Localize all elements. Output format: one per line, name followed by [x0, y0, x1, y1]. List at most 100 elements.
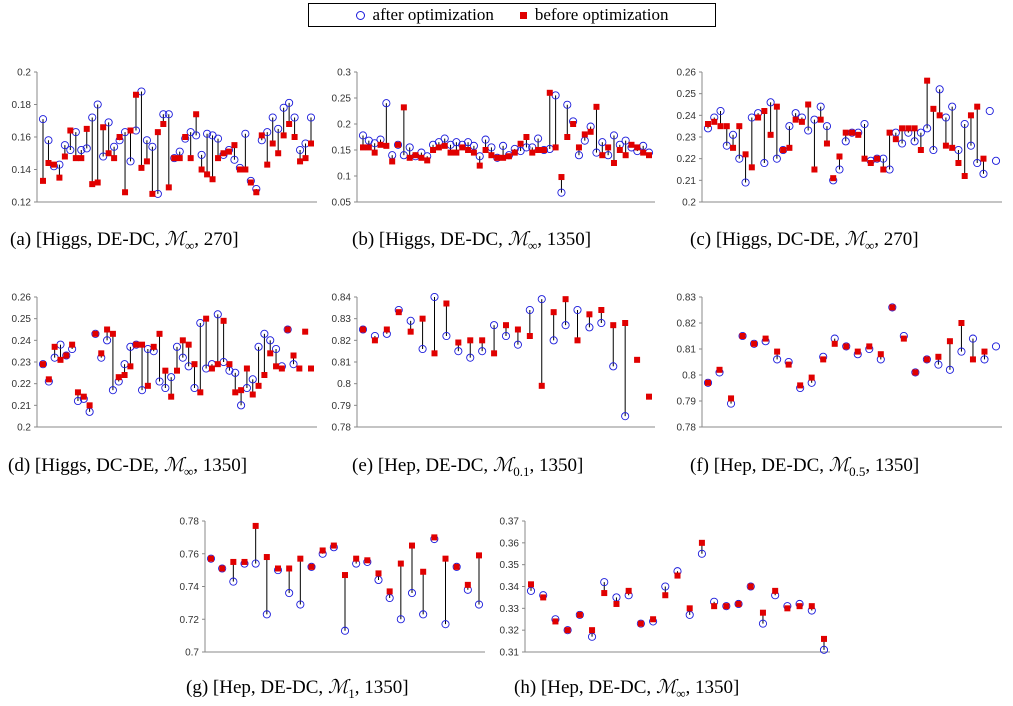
after-point	[285, 589, 294, 598]
before-point	[258, 132, 265, 139]
y-tick-label: 0.25	[12, 314, 32, 325]
after-point	[260, 329, 269, 338]
before-point	[464, 581, 471, 588]
before-point	[523, 134, 530, 140]
before-point	[686, 605, 693, 612]
before-point	[900, 335, 907, 342]
after-point	[167, 373, 176, 382]
after-point	[557, 188, 566, 197]
before-point	[273, 363, 280, 370]
after-point	[728, 130, 738, 139]
after-point	[440, 134, 449, 143]
after-point	[237, 401, 246, 410]
before-point	[634, 356, 641, 363]
after-point	[274, 124, 283, 133]
y-tick-label: 0.05	[332, 198, 352, 209]
before-point	[586, 311, 593, 318]
circle-marker-icon	[355, 10, 365, 20]
after-point	[213, 134, 223, 143]
after-point	[501, 331, 511, 341]
before-point	[605, 144, 612, 151]
after-point	[418, 344, 427, 354]
after-point	[935, 85, 944, 94]
before-point	[377, 141, 384, 148]
y-tick-label: 0.26	[12, 293, 32, 304]
before-point	[383, 142, 390, 149]
after-point	[263, 128, 272, 137]
before-point	[302, 155, 309, 162]
after-point	[126, 157, 135, 166]
after-point	[155, 377, 164, 386]
before-point	[83, 125, 90, 132]
before-point	[465, 147, 472, 153]
before-point	[637, 620, 644, 627]
before-point	[45, 376, 52, 383]
before-point	[517, 140, 524, 147]
before-point	[470, 149, 477, 156]
after-point	[419, 610, 428, 619]
y-tick-label: 0.78	[332, 423, 352, 434]
before-point	[442, 555, 449, 562]
caption-suffix: , 1350]	[685, 677, 740, 698]
before-point	[797, 382, 804, 389]
before-point	[905, 125, 912, 132]
before-point	[808, 374, 815, 381]
before-point	[371, 149, 378, 156]
after-point	[835, 165, 844, 174]
after-point	[231, 368, 240, 377]
before-point	[574, 337, 581, 344]
after-point	[738, 331, 747, 341]
before-point	[823, 140, 830, 147]
caption-suffix: , 1350]	[537, 229, 592, 250]
after-point	[405, 143, 414, 152]
before-point	[215, 155, 222, 162]
before-point	[587, 128, 594, 135]
after-point	[973, 158, 982, 168]
after-point	[407, 589, 417, 598]
before-point	[861, 155, 868, 162]
before-point	[209, 176, 216, 183]
before-point	[430, 147, 437, 153]
before-point	[330, 542, 337, 549]
y-tick-label: 0.3	[337, 68, 351, 79]
before-point	[219, 565, 226, 572]
after-point	[979, 169, 988, 178]
before-point	[275, 565, 281, 572]
y-tick-label: 0.2	[682, 198, 696, 209]
after-point	[609, 131, 619, 140]
after-point	[563, 100, 572, 109]
after-point	[772, 154, 781, 163]
after-point	[60, 141, 69, 150]
caption-prefix: (d) [Higgs, DC-DE,	[8, 455, 164, 476]
before-point	[598, 307, 605, 313]
before-point	[786, 144, 793, 151]
square-marker-icon	[519, 11, 527, 19]
before-point	[98, 350, 105, 357]
chart-caption: (h) [Hep, DE-DC, ℳ∞, 1350]	[514, 676, 739, 702]
y-tick-label: 0.33	[500, 604, 520, 615]
before-point	[160, 121, 167, 127]
after-point	[142, 136, 151, 145]
after-point	[164, 110, 173, 119]
after-point	[91, 329, 100, 338]
after-point	[262, 610, 271, 619]
caption-math: ℳ	[164, 228, 185, 250]
before-point	[886, 129, 893, 136]
after-point	[306, 113, 316, 122]
y-tick-label: 0.37	[500, 517, 520, 528]
before-point	[892, 136, 899, 143]
caption-prefix: (a) [Higgs, DE-DC,	[10, 229, 165, 250]
before-point	[168, 393, 175, 400]
after-point	[758, 619, 768, 628]
after-point	[804, 126, 813, 135]
y-tick-label: 0.23	[677, 133, 697, 144]
y-tick-label: 0.25	[332, 94, 352, 105]
after-point	[860, 119, 869, 129]
before-point	[728, 395, 735, 402]
after-point	[77, 145, 86, 155]
caption-suffix: , 270]	[874, 229, 919, 250]
after-point	[722, 602, 731, 611]
after-point	[230, 155, 239, 164]
caption-suffix: , 1350]	[529, 455, 584, 476]
